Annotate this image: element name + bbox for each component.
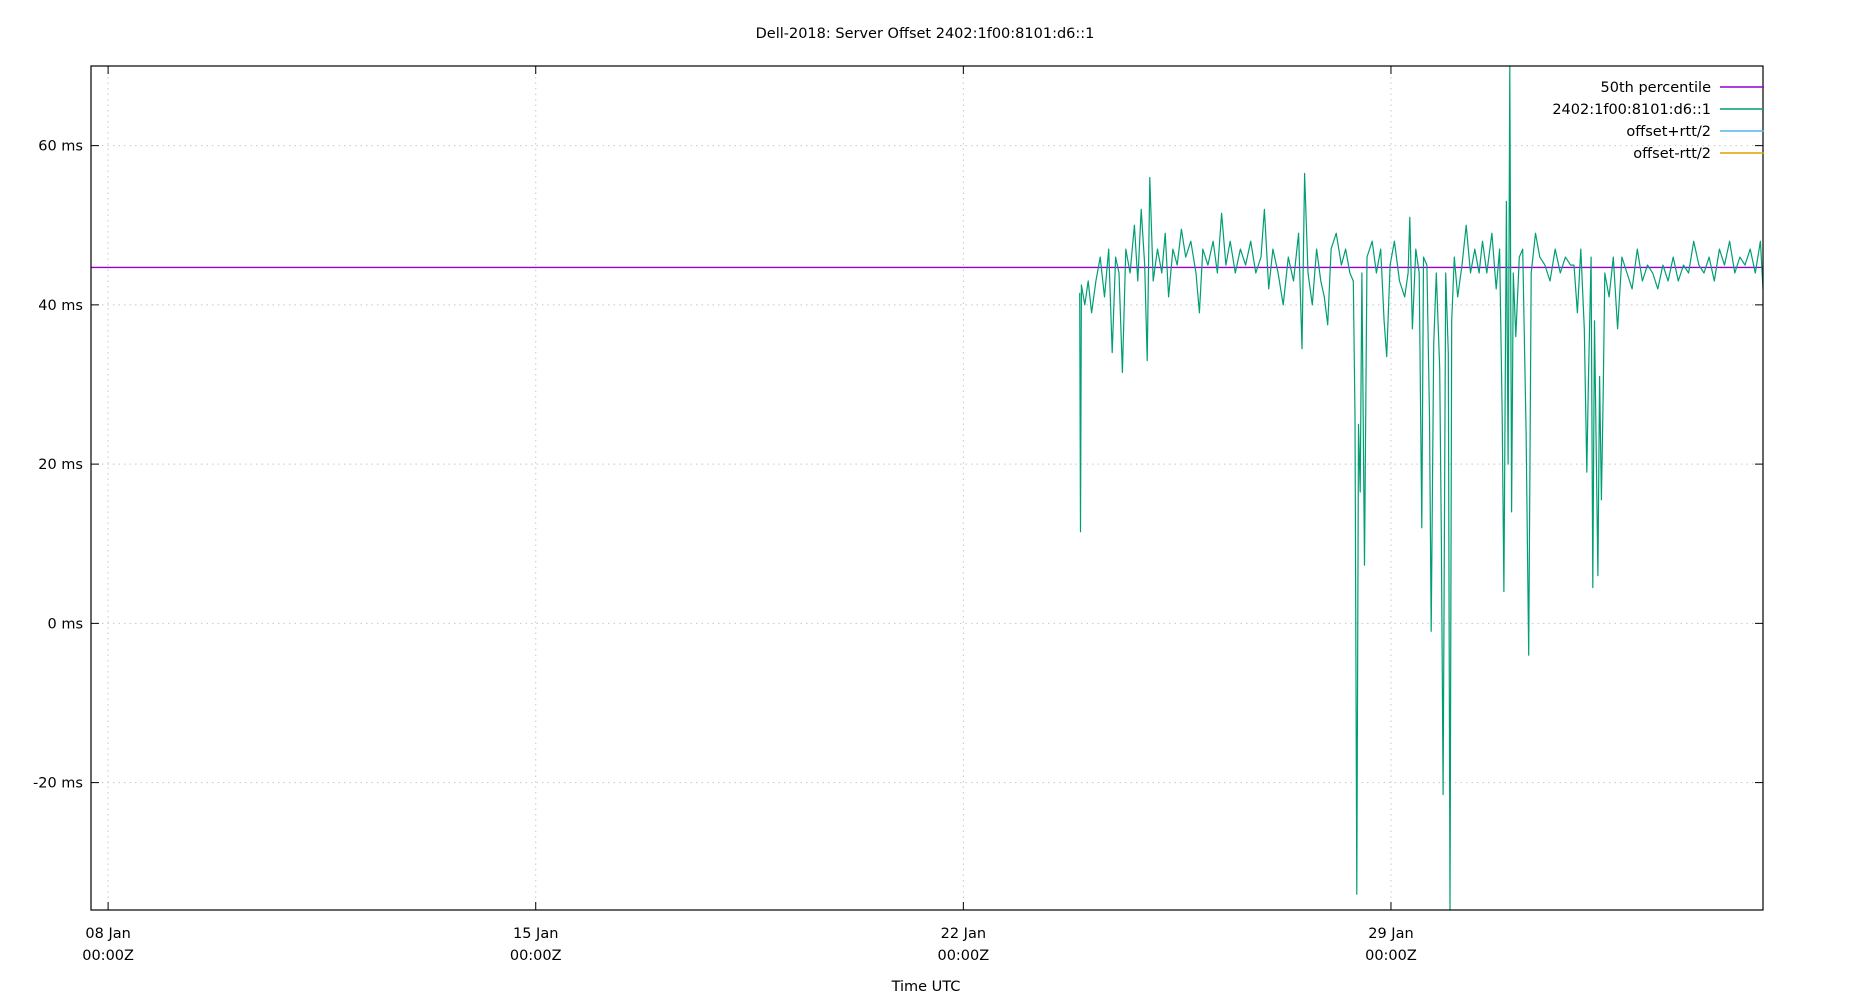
y-tick-label: 0 ms bbox=[47, 616, 83, 632]
series-layer bbox=[91, 65, 1764, 911]
x-tick-time-label: 00:00Z bbox=[82, 948, 134, 964]
y-tick-label: 40 ms bbox=[38, 298, 83, 314]
y-tick-label: 60 ms bbox=[38, 139, 83, 155]
chart-title: Dell-2018: Server Offset 2402:1f00:8101:… bbox=[756, 26, 1095, 42]
y-tick-label: -20 ms bbox=[33, 776, 83, 792]
x-tick-time-label: 00:00Z bbox=[510, 948, 562, 964]
series-line-1 bbox=[1079, 65, 1764, 911]
x-tick-time-label: 00:00Z bbox=[1365, 948, 1417, 964]
plot-frame bbox=[90, 65, 1764, 911]
x-tick-time-label: 00:00Z bbox=[937, 948, 989, 964]
axes-layer: 60 ms 40 ms 20 ms 0 ms -20 ms 08 Jan 00:00Z 15 … bbox=[33, 66, 1763, 964]
y-tick-label: 20 ms bbox=[38, 457, 83, 473]
legend: 50th percentile2402:1f00:8101:d6::1offse… bbox=[1552, 80, 1764, 162]
grid-layer bbox=[91, 66, 1763, 910]
legend-label: 50th percentile bbox=[1601, 80, 1712, 96]
legend-label: offset+rtt/2 bbox=[1626, 124, 1711, 140]
legend-label: 2402:1f00:8101:d6::1 bbox=[1552, 102, 1711, 118]
x-axis-label: Time UTC bbox=[891, 979, 961, 995]
x-tick-date-label: 15 Jan bbox=[513, 926, 558, 942]
x-tick-date-label: 08 Jan bbox=[85, 926, 130, 942]
x-tick-date-label: 22 Jan bbox=[941, 926, 986, 942]
legend-label: offset-rtt/2 bbox=[1633, 146, 1711, 162]
x-tick-date-label: 29 Jan bbox=[1368, 926, 1413, 942]
